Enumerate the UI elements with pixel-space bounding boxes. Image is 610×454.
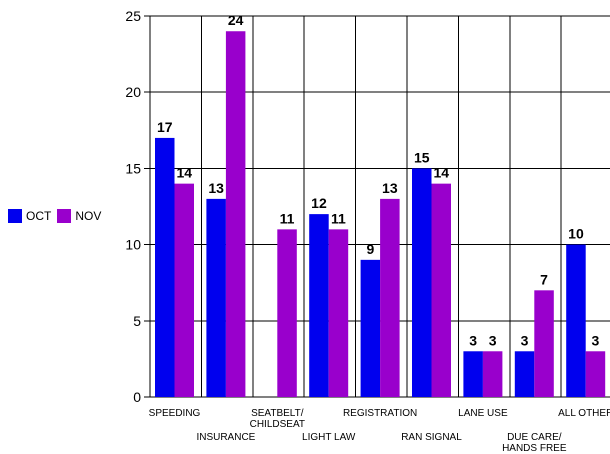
legend: OCT NOV [8, 209, 107, 223]
x-tick-label: SPEEDING [149, 408, 201, 419]
data-label: 17 [157, 119, 173, 135]
x-tick-label: ALL OTHER [558, 408, 610, 419]
x-axis-tick-labels: SPEEDING INSURANCE SEATBELT/CHILDSEAT LIGHT… [149, 408, 610, 454]
bar-nov [482, 351, 503, 397]
bar-oct [514, 351, 535, 397]
data-label: 10 [568, 226, 584, 242]
data-label: 3 [469, 332, 477, 348]
bars [155, 31, 606, 398]
data-label: 3 [489, 332, 497, 348]
data-label: 13 [208, 180, 224, 196]
bar-nov [328, 229, 349, 397]
bar-oct [206, 198, 226, 397]
bar-nov [534, 290, 554, 397]
data-label: 15 [414, 149, 430, 165]
x-tick-label: LANE USE [458, 408, 508, 419]
x-tick-label: RAN SIGNAL [401, 432, 462, 443]
data-label: 7 [540, 271, 548, 287]
y-tick-label: 25 [125, 8, 141, 24]
bar-oct [566, 244, 586, 397]
x-tick-label: HANDS FREE [502, 443, 567, 454]
x-tick-label: SEATBELT/ [251, 408, 304, 419]
x-tick-label: DUE CARE/ [507, 432, 562, 443]
legend-label-nov: NOV [75, 209, 102, 223]
y-tick-label: 5 [133, 313, 141, 329]
legend-label-oct: OCT [26, 209, 52, 223]
bar-nov [174, 183, 194, 397]
data-label: 13 [382, 180, 398, 196]
y-tick-label: 10 [125, 237, 141, 253]
data-label: 14 [433, 165, 449, 181]
legend-swatch-oct [8, 209, 22, 223]
bar-nov [380, 198, 400, 397]
y-axis-ticks: 0 5 10 15 20 25 [125, 8, 150, 405]
data-label: 3 [592, 332, 600, 348]
data-label: 9 [366, 241, 374, 257]
bar-nov [277, 229, 297, 397]
bar-oct [412, 168, 432, 397]
data-label: 3 [521, 332, 529, 348]
x-tick-label: LIGHT LAW [302, 432, 356, 443]
x-tick-label: CHILDSEAT [250, 419, 305, 430]
legend-swatch-nov [57, 209, 72, 223]
x-tick-label: REGISTRATION [343, 408, 417, 419]
y-tick-label: 20 [125, 84, 141, 100]
bar-nov [431, 183, 451, 397]
data-label: 24 [228, 12, 244, 28]
bar-oct [155, 137, 175, 398]
data-label: 11 [331, 210, 346, 226]
y-tick-label: 0 [133, 389, 141, 405]
data-label: 11 [280, 210, 295, 226]
bar-oct [463, 351, 483, 397]
grid-lines [149, 15, 610, 398]
bar-oct [309, 214, 329, 397]
data-label: 12 [311, 195, 327, 211]
x-tick-label: INSURANCE [196, 432, 255, 443]
y-tick-label: 15 [125, 160, 141, 176]
bar-oct [360, 259, 381, 397]
data-label: 14 [176, 165, 192, 181]
bar-nov [585, 351, 606, 397]
bar-nov [225, 31, 246, 398]
